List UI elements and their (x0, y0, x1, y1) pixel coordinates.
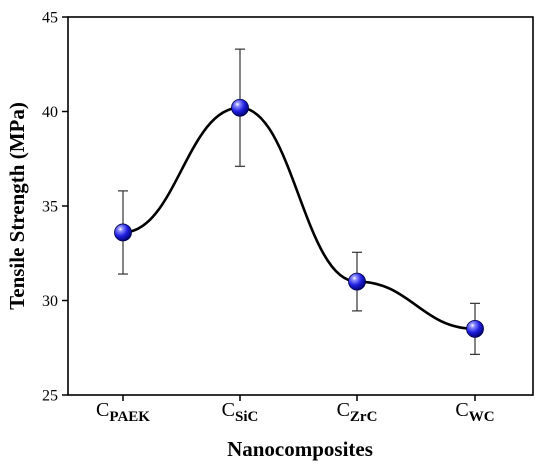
category-subscript: ZrC (350, 409, 378, 425)
category-subscript: PAEK (109, 409, 150, 425)
category-subscript: SiC (235, 409, 258, 425)
y-axis-ticks: 25 30 35 40 45 (42, 10, 68, 405)
x-tick-label: CPAEK (96, 399, 150, 425)
y-tick-label: 40 (42, 104, 58, 121)
category-main: C (337, 399, 350, 421)
data-point (466, 319, 484, 338)
x-tick-label: CWC (455, 399, 494, 425)
plot-frame (67, 16, 534, 396)
x-tick-label: CSiC (222, 399, 259, 425)
y-tick-label: 35 (42, 199, 58, 216)
y-tick-label: 30 (42, 293, 58, 310)
category-main: C (96, 399, 109, 421)
y-tick-label: 25 (42, 388, 58, 405)
y-tick-label: 45 (42, 10, 58, 27)
y-axis-title: Tensile Strength (MPa) (5, 102, 29, 310)
data-point (231, 98, 249, 117)
data-point (348, 272, 366, 291)
data-point (114, 223, 132, 242)
x-axis-ticks: CPAEK CSiC CZrC CWC (96, 395, 495, 425)
x-tick-label: CZrC (337, 399, 378, 425)
category-subscript: WC (469, 409, 495, 425)
error-bars (118, 48, 480, 355)
category-main: C (222, 399, 235, 421)
category-main: C (455, 399, 468, 421)
x-axis-title: Nanocomposites (227, 437, 373, 461)
fit-curve (122, 106, 476, 331)
data-points (114, 98, 484, 338)
